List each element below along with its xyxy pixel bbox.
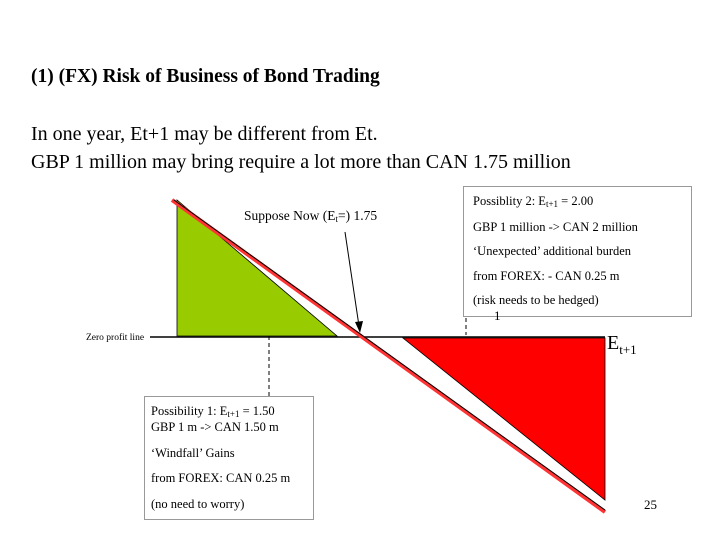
possibility-2-line-5: (risk needs to be hedged) (473, 293, 599, 307)
exchange-rate-line-highlight (170, 198, 607, 514)
arrow-head-icon (355, 321, 363, 333)
possibility-2-line-2: GBP 1 million -> CAN 2 million (473, 220, 638, 234)
axis-label: Et+1 (607, 332, 637, 358)
possibility-1-box: Possibility 1: Et+1 = 1.50 GBP 1 m -> CA… (144, 396, 314, 520)
possibility-1-line-1-sub: t+1 (227, 409, 240, 419)
possibility-2-box: Possiblity 2: Et+1 = 2.00 GBP 1 million … (463, 186, 692, 317)
suppose-now-sub: t (335, 214, 339, 224)
body-text-line: In one year, Et+1 may be different from … (31, 123, 378, 145)
stray-mark: 1 (494, 308, 501, 323)
possibility-1-line-5: (no need to worry) (151, 497, 245, 511)
zero-profit-label: Zero profit line (86, 333, 145, 343)
possibility-1-line-2: GBP 1 m -> CAN 1.50 m (151, 420, 279, 434)
possibility-2-line-1-prefix: Possiblity 2: E (473, 194, 546, 208)
possibility-1-line-4: from FOREX: CAN 0.25 m (151, 471, 291, 485)
suppose-now-prefix: Suppose Now (E (244, 208, 336, 223)
suppose-now-label: Suppose Now (Et=) 1.75 (244, 208, 377, 224)
loss-triangle (401, 337, 606, 501)
suppose-now-suffix: =) 1.75 (338, 208, 378, 223)
arrow-shaft (344, 231, 360, 327)
possibility-2-line-1-suffix: = 2.00 (558, 194, 594, 208)
axis-label-sub: t+1 (619, 342, 637, 357)
possibility-2-line-3: ‘Unexpected’ additional burden (473, 244, 632, 258)
possibility-1-line-1-suffix: = 1.50 (239, 404, 275, 418)
axis-label-main: E (607, 332, 620, 354)
page-number: 25 (644, 497, 657, 512)
possibility-2-line-4: from FOREX: - CAN 0.25 m (473, 269, 620, 283)
possibility-2-line-1: Possiblity 2: Et+1 = 2.00 (473, 194, 593, 209)
body-text-line: GBP 1 million may bring require a lot mo… (31, 151, 571, 173)
possibility-1-line-1-prefix: Possibility 1: E (151, 404, 228, 418)
slide-title: (1) (FX) Risk of Business of Bond Tradin… (31, 66, 380, 87)
possibility-2-line-1-sub: t+1 (545, 199, 559, 209)
exchange-rate-line (173, 199, 606, 511)
possibility-1-line-3: ‘Windfall’ Gains (151, 446, 235, 460)
possibility-1-line-1: Possibility 1: Et+1 = 1.50 (151, 404, 275, 419)
